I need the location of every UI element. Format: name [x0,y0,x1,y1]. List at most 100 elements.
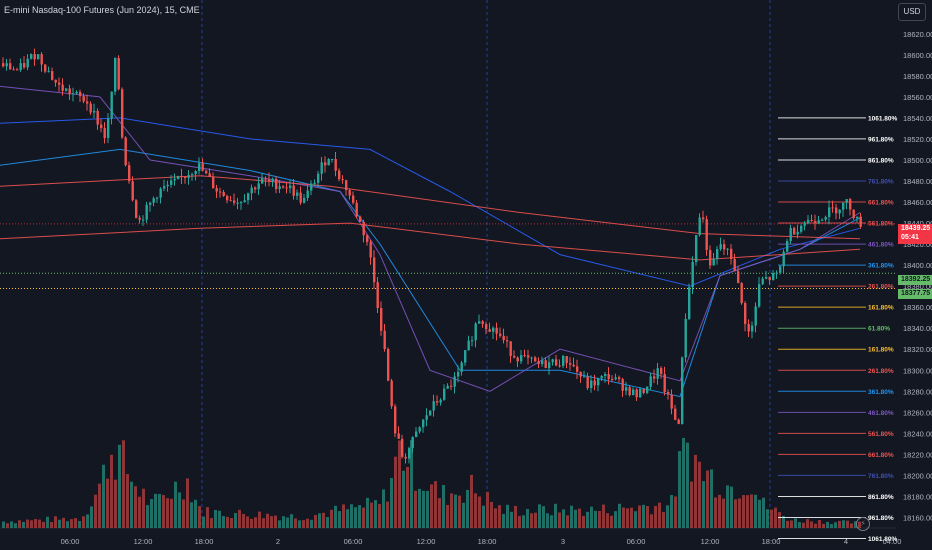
candle-body [191,174,194,176]
candle-body [530,357,533,359]
candle-body [271,178,274,182]
volume-bar [718,494,721,528]
volume-bar [586,511,589,528]
candle-body [712,258,715,266]
candle-body [684,319,687,358]
volume-bar [366,497,369,528]
volume-bar [194,499,197,528]
fib-level-label: 161.80% [868,347,894,354]
candle-body [61,84,64,91]
volume-bar [722,498,725,528]
candle-body [737,271,740,284]
candle-body [639,388,642,398]
candle-body [268,179,271,182]
volume-bar [726,485,729,528]
volume-bar [590,506,593,528]
candle-body [698,217,701,236]
candle-body [149,202,152,205]
currency-button[interactable]: USD [898,3,926,21]
moving-average-line-1 [0,117,861,287]
candle-body [296,192,299,196]
volume-bar [574,509,577,528]
volume-bar [146,505,149,528]
candle-body [285,187,288,189]
candle-body [313,182,316,184]
volume-bar [486,491,489,528]
volume-bar [266,513,269,528]
volume-bar [542,506,545,528]
volume-bar [98,483,101,528]
volume-bar [274,515,277,528]
volume-bar [390,478,393,528]
candle-body [254,187,257,190]
volume-bar [626,508,629,528]
candle-body [527,355,530,358]
volume-bar [342,504,345,528]
volume-bar [754,494,757,528]
volume-bar [482,505,485,528]
volume-bar [362,507,365,528]
candle-body [541,360,544,365]
candle-body [478,321,481,324]
candle-body [369,242,372,258]
last-price-badge: 18439.25 05:41 [898,224,932,244]
volume-bar [70,519,73,528]
candle-body [744,303,747,324]
volume-bar [614,511,617,528]
candle-body [471,340,474,342]
candle-body [838,209,841,214]
candle-body [306,190,309,198]
volume-bar [374,500,377,528]
volume-bar [550,515,553,528]
volume-bar [382,489,385,528]
candle-body [460,362,463,372]
fib-level-label: 161.80% [868,305,894,312]
candle-body [772,273,775,281]
candle-body [733,258,736,272]
candle-body [446,385,449,389]
candle-body [502,335,505,341]
candle-body [394,406,397,434]
candle-body [89,103,92,113]
volume-bar [594,510,597,528]
candle-body [450,385,453,387]
volume-bar [782,515,785,528]
volume-bar [802,522,805,528]
candle-body [775,272,778,274]
candle-body [849,199,852,210]
volume-bar [690,481,693,528]
candle-body [726,248,729,250]
volume-bar [370,502,373,528]
candle-body [859,216,862,227]
fib-level-label: 361.80% [868,263,894,270]
fib-level-label: 461.80% [868,242,894,249]
volume-bar [82,516,85,528]
volume-bar [598,510,601,528]
volume-bar [478,496,481,528]
candle-body [705,219,708,250]
volume-bar [630,507,633,528]
y-tick-label: 18360.00 [903,303,932,312]
volume-bar [378,503,381,528]
candle-body [768,277,771,281]
candle-body [219,191,222,193]
volume-bar [438,498,441,528]
candle-body [425,415,428,420]
candle-body [320,162,323,174]
volume-bar [326,517,329,528]
candle-body [180,175,183,177]
volume-bar [458,495,461,528]
candle-body [509,341,512,356]
candle-body [198,163,201,172]
lightning-icon[interactable]: ⚡ [856,517,870,531]
volume-bar [658,502,661,528]
volume-bar [694,454,697,528]
candle-body [789,227,792,241]
volume-bar [418,488,421,528]
volume-bar [310,519,313,528]
candle-body [677,419,680,424]
candle-body [345,180,348,191]
volume-bar [314,515,317,528]
volume-bar [14,523,17,528]
